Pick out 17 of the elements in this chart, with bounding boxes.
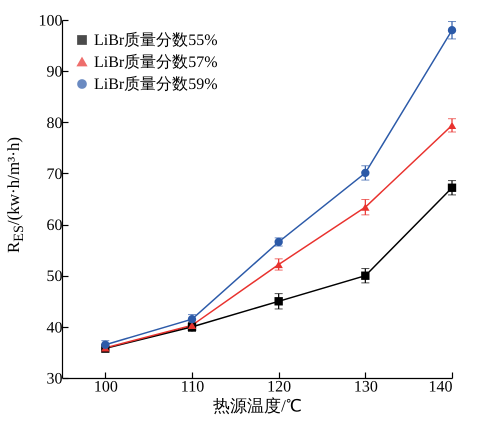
x-tick-label: 120 [267, 378, 292, 396]
y-tick-label: 80 [46, 114, 62, 132]
y-tick-label: 30 [46, 370, 62, 388]
legend-label: LiBr质量分数55% [94, 31, 218, 49]
y-tick-label: 60 [46, 217, 62, 234]
y-tick-label: 90 [46, 64, 62, 81]
y-tick-label: 40 [46, 319, 62, 336]
y-tick-label: 70 [46, 166, 62, 183]
x-tick-label: 100 [94, 378, 118, 396]
x-tick-label: 140 [428, 378, 452, 396]
y-tick-label: 50 [46, 268, 62, 286]
y-tick-label: 100 [38, 12, 62, 30]
x-axis-title: 热源温度/℃ [213, 396, 302, 416]
x-tick-label: 130 [354, 378, 378, 396]
legend-label: LiBr质量分数59% [94, 75, 218, 93]
legend-label: LiBr质量分数57% [94, 53, 218, 71]
x-tick-label: 110 [180, 378, 204, 396]
